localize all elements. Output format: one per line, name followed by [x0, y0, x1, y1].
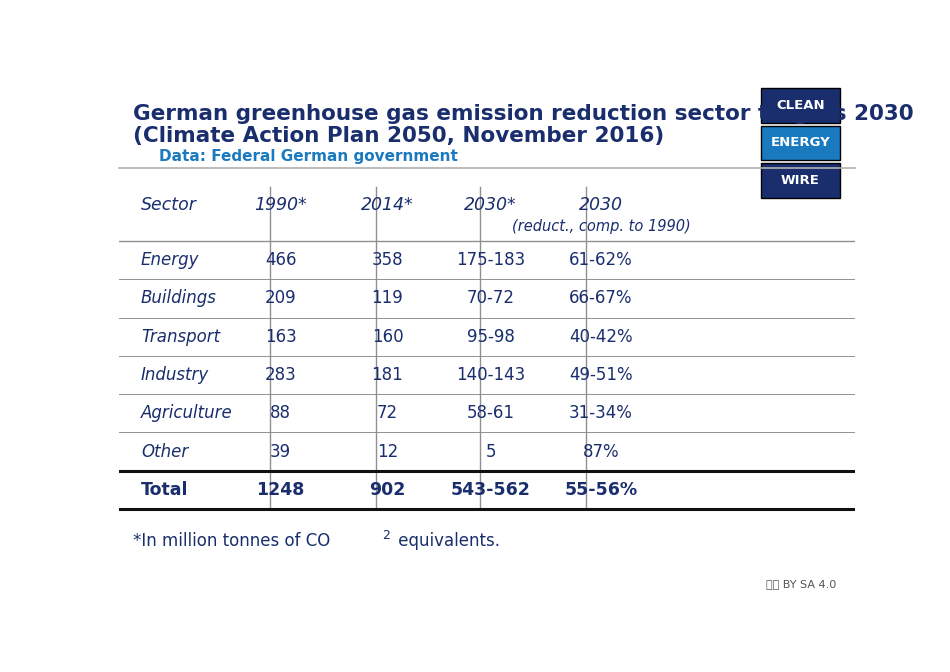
- Text: 209: 209: [265, 290, 296, 308]
- Text: 72: 72: [377, 405, 398, 423]
- Text: Buildings: Buildings: [141, 290, 217, 308]
- Text: Agriculture: Agriculture: [141, 405, 233, 423]
- Text: 2030: 2030: [579, 196, 623, 214]
- Text: (Climate Action Plan 2050, November 2016): (Climate Action Plan 2050, November 2016…: [133, 126, 665, 146]
- Text: 119: 119: [371, 290, 404, 308]
- Text: 58-61: 58-61: [466, 405, 515, 423]
- Text: 358: 358: [371, 251, 404, 269]
- Text: Industry: Industry: [141, 366, 209, 384]
- Text: 66-67%: 66-67%: [569, 290, 633, 308]
- Text: 2030*: 2030*: [465, 196, 517, 214]
- Text: Other: Other: [141, 443, 188, 460]
- Text: *In million tonnes of CO: *In million tonnes of CO: [133, 532, 331, 550]
- Text: 2014*: 2014*: [361, 196, 414, 214]
- Text: (reduct., comp. to 1990): (reduct., comp. to 1990): [512, 219, 691, 235]
- Text: 175-183: 175-183: [456, 251, 525, 269]
- Text: 61-62%: 61-62%: [569, 251, 633, 269]
- Text: Total: Total: [141, 481, 188, 499]
- Text: WIRE: WIRE: [781, 174, 820, 187]
- Text: German greenhouse gas emission reduction sector targets 2030: German greenhouse gas emission reduction…: [133, 104, 914, 124]
- Text: ⒸⒸ BY SA 4.0: ⒸⒸ BY SA 4.0: [767, 579, 837, 589]
- Text: 70-72: 70-72: [466, 290, 515, 308]
- Text: Sector: Sector: [141, 196, 197, 214]
- Text: 1248: 1248: [256, 481, 305, 499]
- Text: 2: 2: [382, 530, 390, 542]
- Text: 181: 181: [371, 366, 404, 384]
- FancyBboxPatch shape: [761, 126, 840, 161]
- Text: Data: Federal German government: Data: Federal German government: [160, 149, 458, 164]
- Text: CLEAN: CLEAN: [776, 99, 825, 112]
- Text: 5: 5: [485, 443, 496, 460]
- Text: 902: 902: [370, 481, 406, 499]
- Text: 49-51%: 49-51%: [569, 366, 633, 384]
- Text: 12: 12: [377, 443, 398, 460]
- Text: ENERGY: ENERGY: [770, 136, 830, 149]
- Text: 283: 283: [265, 366, 296, 384]
- Text: 31-34%: 31-34%: [569, 405, 633, 423]
- Text: Energy: Energy: [141, 251, 200, 269]
- Text: 543-562: 543-562: [450, 481, 530, 499]
- Text: 95-98: 95-98: [466, 328, 515, 346]
- Text: 87%: 87%: [582, 443, 619, 460]
- Text: 140-143: 140-143: [456, 366, 525, 384]
- Text: 40-42%: 40-42%: [569, 328, 633, 346]
- Text: 466: 466: [265, 251, 296, 269]
- Text: 160: 160: [371, 328, 404, 346]
- FancyBboxPatch shape: [761, 163, 840, 198]
- Text: 163: 163: [265, 328, 296, 346]
- Text: 55-56%: 55-56%: [564, 481, 637, 499]
- Text: 88: 88: [270, 405, 292, 423]
- FancyBboxPatch shape: [761, 89, 840, 123]
- Text: equivalents.: equivalents.: [392, 532, 500, 550]
- Text: Transport: Transport: [141, 328, 220, 346]
- Text: 1990*: 1990*: [255, 196, 307, 214]
- Text: 39: 39: [270, 443, 292, 460]
